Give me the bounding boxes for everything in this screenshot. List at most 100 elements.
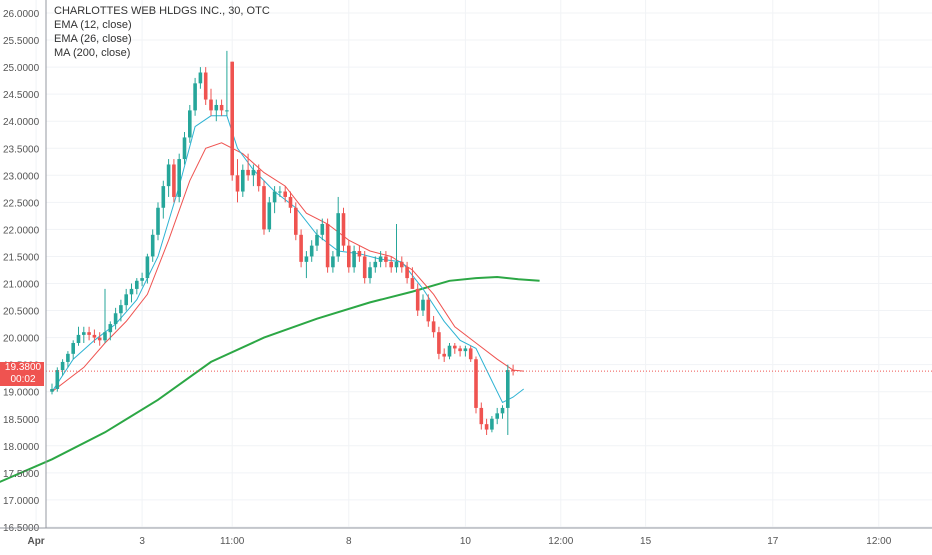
candle: [331, 251, 335, 273]
candle: [421, 294, 425, 316]
candle-body: [283, 191, 287, 197]
candle-body: [108, 324, 113, 333]
ema12-path: [51, 115, 525, 404]
ema26-path: [51, 142, 524, 393]
candle-body: [294, 207, 298, 235]
y-tick-label: 17.0000: [3, 496, 40, 507]
candle-body: [251, 169, 256, 176]
legend-ma200[interactable]: MA (200, close): [54, 47, 131, 59]
candle-body: [304, 256, 309, 262]
candle: [415, 283, 420, 316]
candle-body: [97, 337, 102, 341]
candle-body: [474, 359, 478, 408]
candle-body: [182, 137, 187, 160]
legend-ema26[interactable]: EMA (26, close): [54, 33, 132, 45]
candle-body: [368, 267, 372, 279]
chart-legend: CHARLOTTES WEB HLDGS INC., 30, OTC EMA (…: [54, 4, 270, 60]
candle-body: [219, 104, 224, 111]
candle: [267, 196, 272, 233]
y-tick-label: 26.0000: [3, 9, 40, 20]
candle-body: [166, 164, 171, 187]
candle: [500, 405, 505, 419]
candle-body: [113, 313, 118, 325]
candle: [378, 251, 383, 268]
candle: [373, 256, 378, 273]
x-tick-label: 8: [346, 536, 352, 547]
candle: [294, 202, 298, 241]
candle-body: [119, 305, 123, 314]
y-tick-label: 24.5000: [3, 90, 40, 101]
candle: [304, 251, 309, 279]
candle-body: [209, 99, 213, 111]
x-tick-label: 10: [460, 536, 472, 547]
candle: [495, 407, 499, 425]
candle-body: [511, 370, 515, 372]
candle-body: [410, 278, 415, 289]
candle: [336, 196, 340, 262]
candle: [66, 351, 70, 368]
candle-body: [495, 413, 499, 419]
candle-body: [140, 278, 144, 281]
candle-body: [225, 110, 229, 112]
candle: [145, 253, 150, 284]
candle-body: [172, 164, 176, 197]
candle: [453, 343, 457, 354]
candle-body: [325, 223, 330, 268]
candle: [188, 104, 192, 143]
y-tick-label: 25.0000: [3, 63, 40, 74]
candle-body: [103, 332, 107, 341]
candle: [113, 307, 118, 330]
candle: [140, 272, 144, 287]
candle-body: [267, 202, 272, 230]
candle: [468, 345, 473, 362]
last-price-badge: 19.3800 00:02: [0, 362, 44, 386]
candle: [108, 321, 113, 341]
x-tick-label: 12:00: [866, 536, 891, 547]
candle-body: [145, 256, 150, 279]
candle: [129, 283, 134, 303]
ma200-line: [0, 275, 540, 483]
y-tick-label: 18.0000: [3, 442, 40, 453]
candle-body: [384, 256, 388, 262]
candle: [55, 367, 60, 392]
candle: [309, 240, 314, 262]
candle: [161, 180, 166, 219]
candle: [214, 99, 219, 122]
candle-body: [256, 169, 261, 187]
candle-body: [453, 345, 457, 349]
candle: [357, 245, 362, 262]
legend-ema12[interactable]: EMA (12, close): [54, 19, 132, 31]
candle: [315, 229, 319, 252]
candle: [124, 288, 128, 311]
x-tick-label: 17: [767, 536, 779, 547]
candle: [283, 186, 287, 203]
candle: [352, 245, 356, 273]
candle: [320, 218, 325, 241]
candle: [241, 164, 245, 197]
candle: [442, 348, 446, 362]
candle: [272, 186, 277, 214]
y-tick-label: 21.0000: [3, 280, 40, 291]
candle: [103, 288, 107, 344]
candle: [76, 326, 81, 346]
candle: [288, 191, 293, 214]
candle-body: [50, 388, 54, 392]
candle: [262, 180, 266, 235]
candle-body: [315, 234, 319, 246]
candle-body: [500, 407, 505, 414]
x-tick-label: Apr: [27, 536, 44, 547]
candles: [50, 50, 515, 435]
x-tick-label: 12:00: [548, 536, 573, 547]
candle-body: [468, 348, 473, 360]
candle: [299, 229, 303, 268]
candle: [447, 343, 452, 360]
candle-body: [373, 261, 378, 268]
candle: [193, 77, 197, 116]
candle: [172, 159, 176, 203]
candle: [60, 359, 65, 376]
candle-body: [156, 207, 160, 235]
candle-body: [92, 334, 97, 338]
candle: [166, 159, 171, 197]
